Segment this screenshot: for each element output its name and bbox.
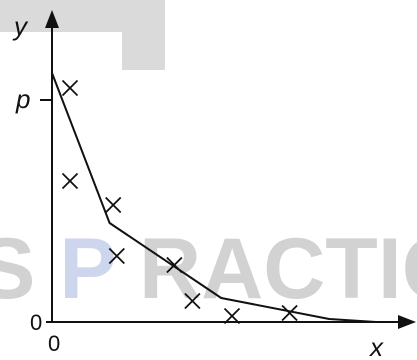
- watermark-p: P: [59, 221, 115, 317]
- y-axis-label: y: [12, 11, 29, 41]
- watermark: S P RACTIC: [0, 0, 417, 317]
- watermark-s: S: [0, 221, 59, 317]
- x-axis-label: x: [368, 332, 384, 360]
- origin-y-label: 0: [30, 310, 42, 335]
- fitted-curve: [51, 72, 377, 323]
- data-point-6: [184, 292, 201, 310]
- data-point-4: [108, 247, 125, 265]
- watermark-block: [0, 0, 165, 70]
- data-point-1: [61, 79, 79, 97]
- watermark-rest: RACTIC: [139, 221, 417, 317]
- origin-x-label: 0: [48, 331, 60, 356]
- data-point-7: [223, 307, 241, 325]
- watermark-text: S P RACTIC: [0, 221, 417, 317]
- data-point-8: [281, 304, 298, 322]
- y-axis-arrow: [45, 10, 59, 28]
- data-point-5: [166, 256, 183, 274]
- x-axis-arrow: [398, 315, 416, 329]
- data-point-3: [105, 196, 122, 214]
- axes: [40, 22, 404, 323]
- points-layer: [61, 79, 298, 325]
- curve-layer: [51, 72, 377, 323]
- p-label: p: [15, 84, 30, 114]
- data-point-2: [61, 172, 79, 190]
